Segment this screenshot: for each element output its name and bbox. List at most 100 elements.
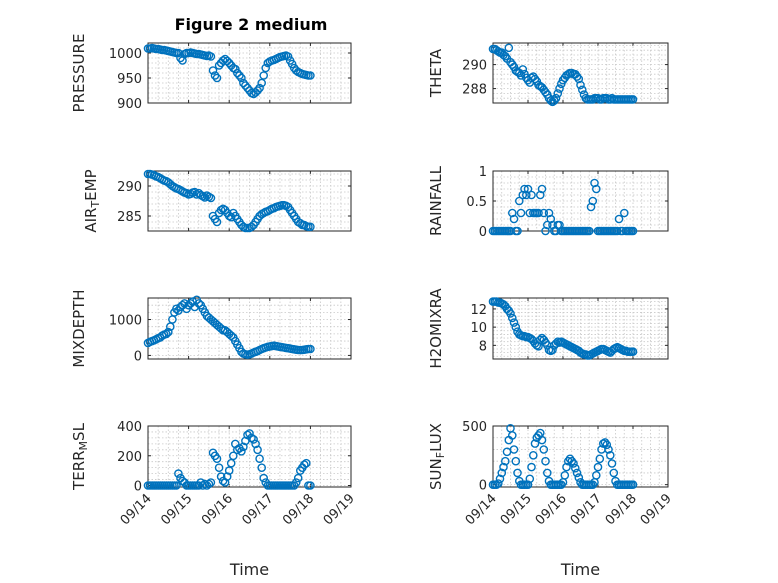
data-point — [543, 468, 552, 478]
data-point — [518, 190, 528, 200]
subplot-mixdepth: 0 1000 MIXDEPTH — [70, 289, 352, 368]
data-point — [216, 472, 226, 481]
data-point — [212, 73, 222, 83]
data-point — [245, 429, 254, 438]
data-point — [235, 71, 244, 80]
y-tick-label: 0 — [479, 225, 487, 240]
data-point — [551, 93, 561, 103]
data-point — [511, 322, 521, 332]
y-tick-label: 0 — [479, 479, 487, 494]
data-point — [550, 96, 559, 105]
data-point — [600, 438, 610, 447]
data-point — [516, 208, 526, 218]
y-axis-label: TERRMSL — [70, 422, 90, 491]
y-axis-label: RAINFALL — [427, 165, 445, 236]
data-point — [527, 462, 536, 472]
data-point — [585, 226, 594, 236]
data-point — [604, 445, 613, 454]
y-tick-label: 12 — [470, 303, 487, 318]
y-tick-label: 0 — [134, 349, 142, 364]
data-point — [226, 331, 236, 341]
data-point — [593, 462, 603, 472]
data-point — [506, 309, 515, 318]
data-point — [522, 190, 531, 200]
y-axis-label: PRESSURE — [70, 34, 88, 113]
data-point — [216, 324, 226, 333]
data-point — [261, 63, 271, 73]
y-tick-label: 10 — [470, 321, 487, 336]
data-point — [509, 214, 519, 224]
data-point — [527, 190, 536, 200]
data-point — [206, 52, 216, 61]
data-point — [523, 480, 533, 490]
data-point — [259, 71, 269, 80]
series-markers — [143, 169, 315, 233]
data-point — [180, 299, 189, 308]
data-point — [588, 480, 598, 490]
data-point — [208, 66, 218, 75]
data-point — [574, 74, 584, 84]
y-tick-label: 500 — [462, 420, 487, 435]
y-tick-label: 950 — [117, 72, 142, 87]
data-point — [247, 433, 256, 443]
data-point — [576, 80, 585, 90]
data-point — [206, 193, 216, 203]
data-point — [507, 431, 517, 440]
data-point — [525, 474, 535, 484]
axes-border — [147, 42, 352, 104]
x-axis-label: Time — [560, 560, 600, 579]
data-point — [499, 462, 508, 472]
data-point — [546, 214, 556, 224]
data-point — [546, 96, 556, 105]
data-point — [536, 190, 545, 200]
data-point — [495, 474, 505, 484]
data-point — [628, 95, 638, 104]
data-point — [590, 178, 599, 188]
y-tick-label: 290 — [117, 180, 142, 195]
y-tick-label: 900 — [117, 97, 142, 112]
data-point — [530, 439, 540, 448]
y-tick-label: 1000 — [109, 314, 142, 329]
data-point — [564, 456, 573, 466]
y-tick-label: 285 — [117, 210, 142, 225]
y-tick-label: 1000 — [109, 47, 142, 62]
data-point — [557, 480, 566, 490]
data-point — [253, 86, 262, 95]
data-point — [509, 318, 519, 327]
y-axis-label: MIXDEPTH — [70, 289, 88, 367]
y-axis-label: H2OMIXRA — [427, 288, 445, 369]
data-point — [163, 327, 173, 337]
data-point — [592, 184, 601, 194]
data-point — [239, 442, 248, 452]
data-point — [500, 456, 510, 466]
data-point — [574, 473, 584, 482]
data-point — [609, 468, 619, 478]
data-point — [560, 470, 570, 480]
data-point — [237, 73, 246, 83]
data-point — [237, 446, 246, 456]
data-point — [595, 454, 605, 464]
data-point — [301, 458, 311, 468]
data-point — [293, 473, 303, 483]
data-point — [520, 184, 529, 194]
data-point — [567, 456, 577, 466]
data-point — [212, 454, 222, 464]
data-point — [291, 478, 301, 487]
data-point — [306, 481, 315, 490]
series-markers — [143, 429, 315, 490]
y-tick-label: 400 — [117, 420, 142, 435]
data-point — [500, 51, 510, 61]
data-point — [172, 304, 181, 314]
figure-title: Figure 2 medium — [175, 15, 328, 34]
data-point — [306, 344, 315, 354]
data-point — [232, 68, 242, 78]
data-point — [513, 468, 522, 478]
data-point — [544, 208, 554, 218]
data-point — [161, 329, 171, 339]
data-point — [206, 478, 216, 487]
subplot-air_temp: 285 290 AIRTEMP — [82, 169, 352, 233]
y-tick-label: 1 — [479, 165, 487, 180]
data-point — [586, 202, 596, 212]
data-point — [592, 470, 601, 480]
